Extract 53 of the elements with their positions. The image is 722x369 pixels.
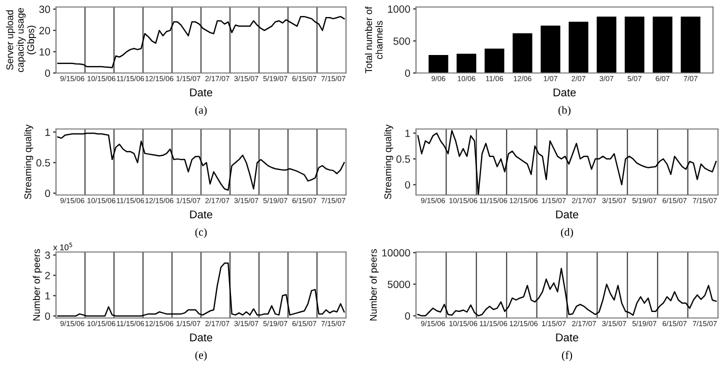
x-axis-title: Date [556, 334, 578, 342]
y-tick-label: 10000 [382, 249, 410, 257]
text: (f) [562, 350, 572, 362]
bar [596, 16, 616, 73]
bar [428, 55, 448, 73]
text: (c) [195, 228, 207, 238]
bar [568, 22, 588, 73]
y-axis-title: Server upload capacity usage (Gbps) [6, 8, 36, 72]
y-axis-title: Streaming quality [384, 124, 394, 200]
x-axis-title: Date [556, 210, 578, 218]
y-tick-label: 0 [45, 312, 50, 320]
x-axis-title: Date [190, 334, 212, 342]
text: (a) [195, 106, 207, 116]
y-tick-label: 0 [405, 70, 410, 77]
x-axis-title: Date [190, 210, 212, 218]
y-tick-label: 1 [405, 130, 410, 137]
y-axis-title: Total number of channels [364, 6, 383, 74]
line-series [417, 268, 717, 316]
y-tick-label: 0 [45, 70, 50, 77]
y-axis-title: Number of peers [370, 249, 379, 320]
y-tick-label: 10 [40, 48, 50, 56]
y-tick-label: 0 [405, 181, 410, 189]
x-axis-title: Date [190, 88, 212, 96]
y-tick-label: 0.5 [396, 155, 410, 163]
y-axis-title: Streaming quality [24, 124, 34, 200]
y-tick-label: 0.5 [36, 159, 50, 166]
y-tick-label: 1 [45, 292, 50, 300]
y-tick-label: 500 [393, 37, 410, 45]
bar [624, 16, 644, 73]
bar [652, 16, 672, 73]
y-tick-label: 20 [39, 26, 50, 34]
y-tick-label: 1000 [388, 5, 410, 13]
y-tick-label: 0 [405, 312, 410, 320]
bar [456, 54, 476, 73]
x-axis-title: Date [554, 88, 576, 96]
text: (e) [195, 350, 207, 362]
text: x 10$^{5}$ [53, 242, 72, 250]
y-tick-label: 30 [39, 6, 50, 14]
line-series [57, 132, 345, 191]
text: (d) [561, 228, 573, 238]
text: (b) [558, 106, 570, 116]
bar [484, 48, 504, 73]
y-tick-label: 3 [45, 252, 50, 259]
y-tick-label: 2 [45, 272, 50, 280]
bar [680, 16, 700, 73]
bar [540, 26, 560, 73]
line-series [417, 130, 717, 195]
bar [512, 33, 532, 73]
y-tick-label: 1 [45, 128, 50, 136]
y-tick-label: 0 [45, 190, 50, 198]
y-tick-label: 5000 [388, 280, 410, 288]
y-axis-title: Number of peers [32, 249, 42, 320]
line-series [57, 16, 345, 68]
